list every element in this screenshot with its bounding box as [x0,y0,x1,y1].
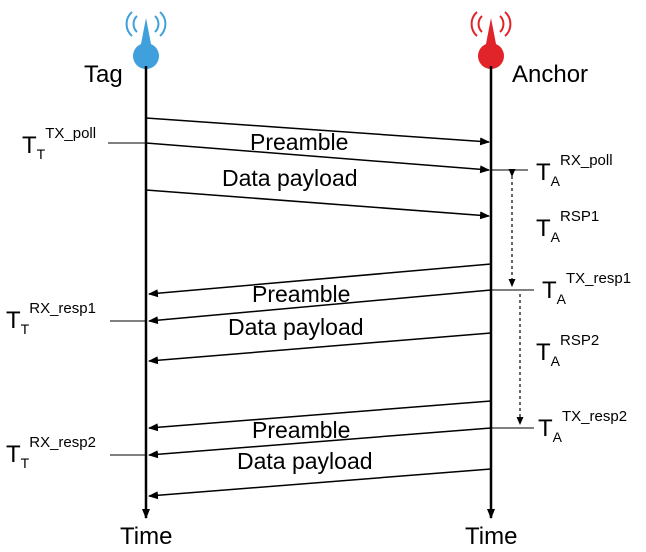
ts-tt-tx-poll: TTTX_poll [22,125,96,162]
tag-label: Tag [84,61,123,88]
resp1-arrow-2 [148,289,492,325]
poll-arrow-2 [145,142,490,174]
message-poll: Preamble Data payload [145,117,490,220]
resp2-payload-label: Data payload [237,448,373,474]
resp2-preamble-label: Preamble [252,417,350,443]
ts-ta-tx-resp1: TATX_resp1 [542,270,631,307]
anchor-antenna-icon [470,11,512,69]
time-label-right: Time [465,523,517,550]
ts-tt-rx-resp2: TTRX_resp2 [6,434,96,471]
resp2-arrow-3 [148,468,492,500]
anchor-label: Anchor [512,61,588,88]
resp1-preamble-label: Preamble [252,281,350,307]
resp2-arrow-1 [148,400,492,432]
ts-ta-rx-poll: TARX_poll [536,152,613,189]
resp1-arrow-3 [148,332,492,365]
poll-arrow-3 [145,189,490,220]
poll-arrow-1 [145,117,490,146]
resp1-payload-label: Data payload [228,314,364,340]
poll-payload-label: Data payload [222,165,358,191]
tag-antenna-icon [125,11,167,69]
message-resp1: Preamble Data payload [148,263,492,365]
message-resp2: Preamble Data payload [148,400,492,500]
ts-ta-rsp2: TARSP2 [536,332,599,369]
poll-preamble-label: Preamble [250,129,348,155]
ts-ta-rsp1: TARSP1 [536,208,599,245]
resp2-arrow-2 [148,427,492,459]
resp1-arrow-1 [148,263,492,298]
ts-tt-rx-resp1: TTRX_resp1 [6,300,96,337]
ts-ta-tx-resp2: TATX_resp2 [538,408,627,445]
time-label-left: Time [120,523,172,550]
